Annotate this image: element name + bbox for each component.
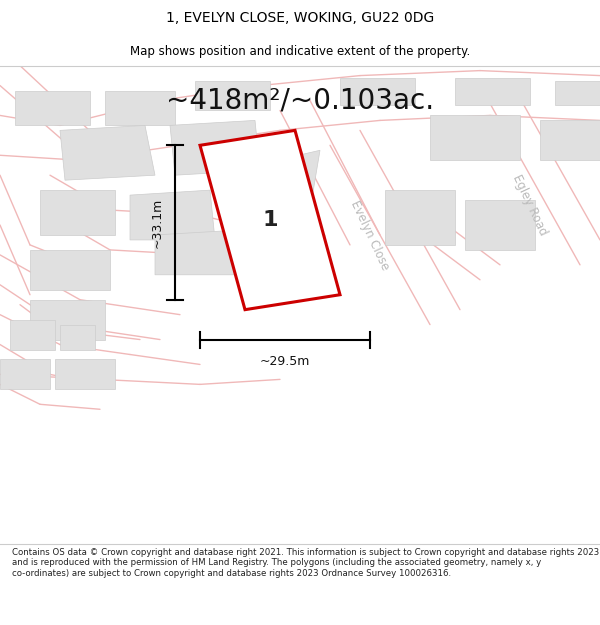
Polygon shape <box>170 121 260 175</box>
Polygon shape <box>105 91 175 126</box>
Polygon shape <box>30 300 105 339</box>
Polygon shape <box>455 78 530 106</box>
Text: Contains OS data © Crown copyright and database right 2021. This information is : Contains OS data © Crown copyright and d… <box>12 548 599 578</box>
Polygon shape <box>55 359 115 389</box>
Polygon shape <box>245 150 320 225</box>
Text: Evelyn Close: Evelyn Close <box>348 198 392 272</box>
Text: ~29.5m: ~29.5m <box>260 355 310 368</box>
Text: Egley Road: Egley Road <box>510 173 550 238</box>
Text: Map shows position and indicative extent of the property.: Map shows position and indicative extent… <box>130 45 470 58</box>
Polygon shape <box>340 78 415 106</box>
Polygon shape <box>40 190 115 235</box>
Polygon shape <box>465 200 535 250</box>
Polygon shape <box>385 190 455 245</box>
Polygon shape <box>130 190 215 240</box>
Text: ~418m²/~0.103ac.: ~418m²/~0.103ac. <box>166 86 434 114</box>
Text: 1: 1 <box>262 210 278 230</box>
Polygon shape <box>195 81 270 111</box>
Text: ~33.1m: ~33.1m <box>151 198 163 248</box>
Polygon shape <box>430 116 520 160</box>
Polygon shape <box>60 126 155 180</box>
Polygon shape <box>155 230 240 275</box>
Polygon shape <box>245 235 325 280</box>
Text: 1, EVELYN CLOSE, WOKING, GU22 0DG: 1, EVELYN CLOSE, WOKING, GU22 0DG <box>166 11 434 26</box>
Polygon shape <box>540 121 600 160</box>
Polygon shape <box>60 324 95 349</box>
Polygon shape <box>0 359 50 389</box>
Polygon shape <box>555 81 600 106</box>
Polygon shape <box>200 131 340 309</box>
Polygon shape <box>30 250 110 290</box>
Polygon shape <box>15 91 90 126</box>
Polygon shape <box>10 319 55 349</box>
